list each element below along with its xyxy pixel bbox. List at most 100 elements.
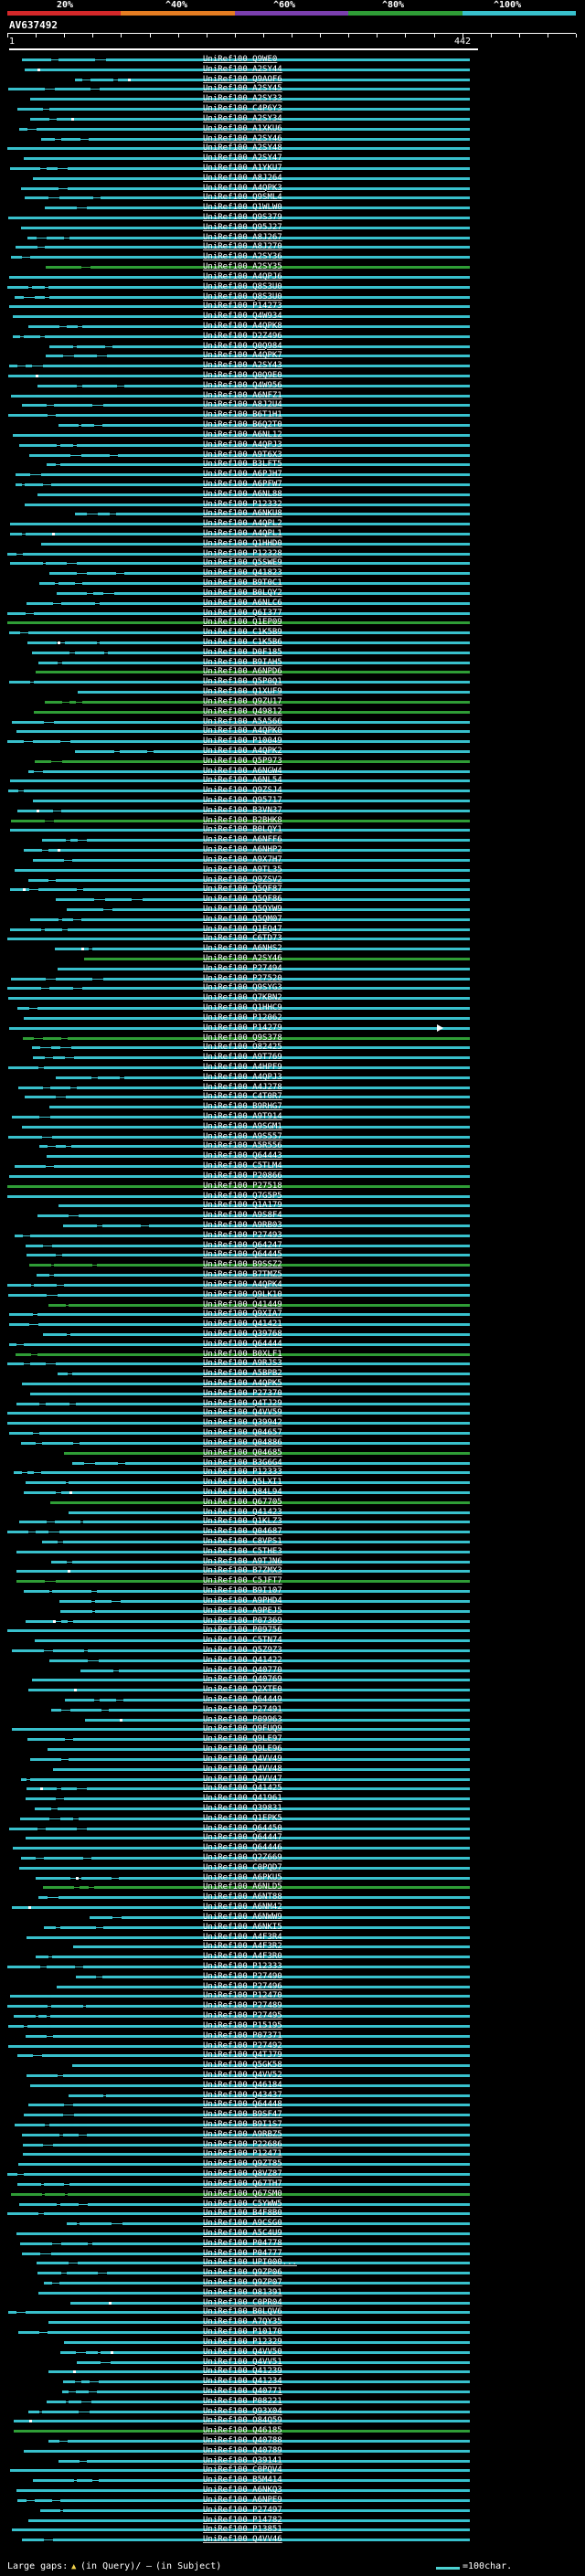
hit-accession-link[interactable]: UniRef100_A6NFZ1 — [203, 390, 282, 400]
hit-accession-link[interactable]: UniRef100_Q9AOF6 — [203, 74, 282, 84]
hit-row[interactable]: UniRef100_A4F3R4 — [0, 1933, 585, 1942]
hit-accession-link[interactable]: UniRef100_P12333 — [203, 1962, 282, 1971]
hit-accession-link[interactable]: UniRef100_UPI000... — [203, 2258, 297, 2268]
hit-accession-link[interactable]: UniRef100_A9S8F4 — [203, 1211, 282, 1221]
hit-row[interactable]: UniRef100_Q67705 — [0, 1497, 585, 1507]
hit-row[interactable]: UniRef100_A4QPL2 — [0, 520, 585, 528]
hit-accession-link[interactable]: UniRef100_Q5SWE9 — [203, 558, 282, 568]
hit-accession-link[interactable]: UniRef100_Q41239 — [203, 2367, 282, 2377]
hit-row[interactable]: UniRef100_Q04687 — [0, 1528, 585, 1536]
hit-row[interactable]: UniRef100_A4QPK8 — [0, 322, 585, 331]
hit-accession-link[interactable]: UniRef100_A9CSG0 — [203, 2219, 282, 2229]
hit-row[interactable]: UniRef100_Q46184 — [0, 2081, 585, 2090]
hit-accession-link[interactable]: UniRef100_B0XLF1 — [203, 1349, 282, 1359]
hit-row[interactable]: UniRef100_Q9ZSV2 — [0, 875, 585, 885]
hit-accession-link[interactable]: UniRef100_Q67705 — [203, 1497, 282, 1507]
hit-accession-link[interactable]: UniRef100_A6NKI5 — [203, 1922, 282, 1932]
hit-accession-link[interactable]: UniRef100_A5BPB2 — [203, 1369, 282, 1379]
hit-row[interactable]: UniRef100_Q40769 — [0, 1676, 585, 1684]
hit-accession-link[interactable]: UniRef100_A4J278 — [203, 1082, 282, 1092]
hit-row[interactable]: UniRef100_Q5QYW9 — [0, 904, 585, 914]
hit-row[interactable]: UniRef100_A9RBZ5 — [0, 2130, 585, 2139]
hit-accession-link[interactable]: UniRef100_Q40788 — [203, 2436, 282, 2446]
hit-accession-link[interactable]: UniRef100_P27493 — [203, 1230, 282, 1240]
hit-row[interactable]: UniRef100_Q4TJ79 — [0, 2051, 585, 2060]
hit-accession-link[interactable]: UniRef100_A2SY43 — [203, 361, 282, 371]
hit-accession-link[interactable]: UniRef100_A6NWW9 — [203, 1912, 282, 1922]
hit-accession-link[interactable]: UniRef100_O81391 — [203, 2287, 282, 2297]
hit-accession-link[interactable]: UniRef100_Q0Q984 — [203, 341, 282, 351]
hit-accession-link[interactable]: UniRef100_A6NLC6 — [203, 598, 282, 608]
hit-row[interactable]: UniRef100_B9SSZ2 — [0, 1261, 585, 1269]
hit-accession-link[interactable]: UniRef100_Q04657 — [203, 1428, 282, 1438]
hit-accession-link[interactable]: UniRef100_A9PEJ5 — [203, 1606, 282, 1616]
hit-row[interactable]: UniRef100_P27490 — [0, 1971, 585, 1981]
hit-accession-link[interactable]: UniRef100_Q9ZP06 — [203, 2268, 282, 2278]
hit-row[interactable]: UniRef100_Q5QF87 — [0, 885, 585, 894]
hit-row[interactable]: UniRef100_A6NWW9 — [0, 1913, 585, 1922]
hit-row[interactable]: UniRef100_B3VN37 — [0, 806, 585, 815]
hit-row[interactable]: UniRef100_Q2XTE0 — [0, 1686, 585, 1694]
hit-row[interactable]: UniRef100_A6NPD6 — [0, 668, 585, 676]
hit-row[interactable]: UniRef100_Q4VV48 — [0, 1765, 585, 1774]
hit-row[interactable]: UniRef100_Q64444 — [0, 1340, 585, 1349]
hit-row[interactable]: UniRef100_A6NHS2 — [0, 945, 585, 953]
hit-row[interactable]: UniRef100_A9T914 — [0, 1113, 585, 1121]
hit-row[interactable]: UniRef100_Q5LXI1 — [0, 1479, 585, 1487]
hit-accession-link[interactable]: UniRef100_A2SY48 — [203, 143, 282, 154]
hit-accession-link[interactable]: UniRef100_P04777 — [203, 2248, 282, 2258]
hit-accession-link[interactable]: UniRef100_A6NT88 — [203, 1892, 282, 1903]
hit-row[interactable]: UniRef100_Q5P973 — [0, 757, 585, 766]
hit-row[interactable]: UniRef100_B0LQY2 — [0, 588, 585, 598]
hit-accession-link[interactable]: UniRef100_A6NFF6 — [203, 835, 282, 845]
hit-row[interactable]: UniRef100_A6NL88 — [0, 490, 585, 499]
hit-accession-link[interactable]: UniRef100_A4QPK4 — [203, 1279, 282, 1289]
hit-row[interactable]: UniRef100_B4F8B0 — [0, 2210, 585, 2218]
hit-row[interactable]: UniRef100_P27489 — [0, 2002, 585, 2010]
hit-row[interactable]: UniRef100_O84Q59 — [0, 2417, 585, 2425]
hit-row[interactable]: UniRef100_A9S8F4 — [0, 1212, 585, 1220]
hit-accession-link[interactable]: UniRef100_Q5QYW9 — [203, 904, 282, 914]
hit-accession-link[interactable]: UniRef100_Q41423 — [203, 1507, 282, 1517]
hit-row[interactable]: UniRef100_Q04886 — [0, 1438, 585, 1447]
hit-accession-link[interactable]: UniRef100_Q43437 — [203, 2090, 282, 2100]
hit-accession-link[interactable]: UniRef100_C5THE3 — [203, 1546, 282, 1556]
hit-accession-link[interactable]: UniRef100_Q8S3U0 — [203, 292, 282, 302]
hit-row[interactable]: UniRef100_Q1EPK5 — [0, 1813, 585, 1823]
hit-accession-link[interactable]: UniRef100_P27494 — [203, 963, 282, 973]
hit-row[interactable]: UniRef100_Q9LK10 — [0, 1290, 585, 1299]
hit-row[interactable]: UniRef100_A9PHD4 — [0, 1596, 585, 1606]
hit-row[interactable]: UniRef100_A4QPJ3 — [0, 1073, 585, 1082]
hit-accession-link[interactable]: UniRef100_Q4VV49 — [203, 1754, 282, 1764]
hit-row[interactable]: UniRef100_P12333 — [0, 1963, 585, 1971]
hit-row[interactable]: UniRef100_Q40788 — [0, 2437, 585, 2445]
hit-accession-link[interactable]: UniRef100_A6NKQ3 — [203, 2486, 282, 2496]
hit-accession-link[interactable]: UniRef100_B0LQY2 — [203, 588, 282, 598]
hit-accession-link[interactable]: UniRef100_Q41421 — [203, 1320, 282, 1330]
hit-accession-link[interactable]: UniRef100_C4P6Y3 — [203, 104, 282, 114]
hit-row[interactable]: UniRef100_Q41823 — [0, 569, 585, 578]
hit-row[interactable]: UniRef100_Q64450 — [0, 1824, 585, 1833]
hit-row[interactable]: UniRef100_B9RHG7 — [0, 1103, 585, 1111]
hit-accession-link[interactable]: UniRef100_Q9ZT85 — [203, 2159, 282, 2169]
hit-accession-link[interactable]: UniRef100_Q67TH7 — [203, 2178, 282, 2189]
hit-accession-link[interactable]: UniRef100_Q9LE97 — [203, 1734, 282, 1744]
hit-accession-link[interactable]: UniRef100_Q9SYG3 — [203, 983, 282, 993]
hit-accession-link[interactable]: UniRef100_P27490 — [203, 1971, 282, 1981]
hit-row[interactable]: UniRef100_Q49812 — [0, 707, 585, 716]
hit-accession-link[interactable]: UniRef100_A1YKU7 — [203, 163, 282, 173]
hit-row[interactable]: UniRef100_B7TMZ5 — [0, 1271, 585, 1279]
hit-row[interactable]: UniRef100_A2SY47 — [0, 154, 585, 163]
hit-row[interactable]: UniRef100_Q0Q9E0 — [0, 372, 585, 380]
hit-accession-link[interactable]: UniRef100_Q1EPK5 — [203, 1813, 282, 1823]
hit-accession-link[interactable]: UniRef100_Q4VV47 — [203, 1774, 282, 1784]
hit-row[interactable]: UniRef100_A6NKU8 — [0, 510, 585, 518]
hit-row[interactable]: UniRef100_C0PQD7 — [0, 1863, 585, 1872]
hit-accession-link[interactable]: UniRef100_A9T6X3 — [203, 450, 282, 460]
hit-row[interactable]: UniRef100_Q39141 — [0, 2456, 585, 2465]
hit-accession-link[interactable]: UniRef100_Q95J27 — [203, 222, 282, 232]
hit-accession-link[interactable]: UniRef100_B0LQV6 — [203, 2307, 282, 2317]
hit-accession-link[interactable]: UniRef100_C5TN74 — [203, 1636, 282, 1646]
hit-accession-link[interactable]: UniRef100_Q93X04 — [203, 2406, 282, 2416]
hit-accession-link[interactable]: UniRef100_C1K5B6 — [203, 637, 282, 647]
